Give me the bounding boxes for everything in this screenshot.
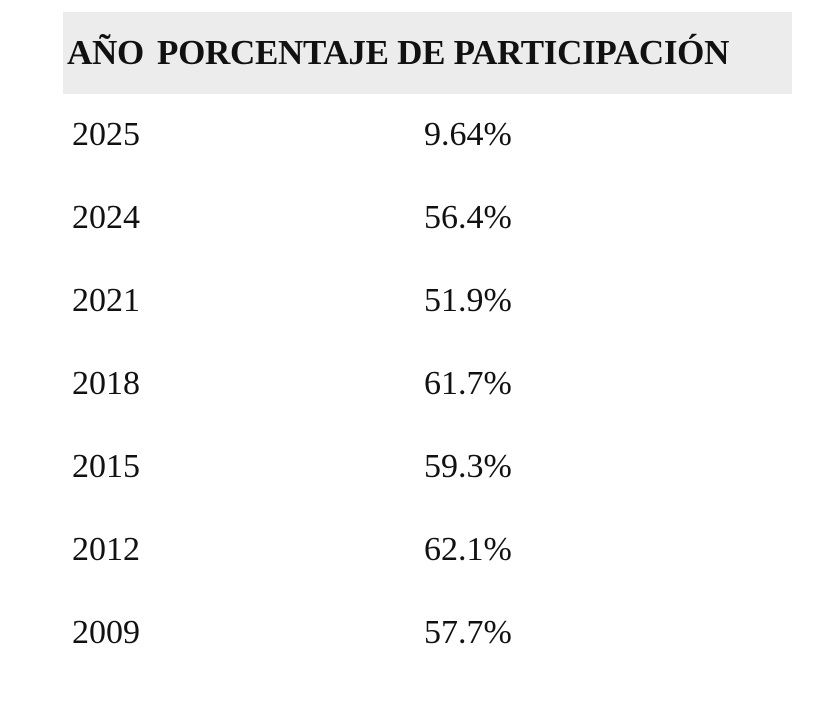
percent-cell: 9.64% [424, 116, 512, 153]
year-cell: 2021 [72, 282, 140, 319]
percent-cell: 59.3% [424, 448, 512, 485]
percent-cell: 62.1% [424, 531, 512, 568]
year-cell: 2025 [72, 116, 140, 153]
year-cell: 2009 [72, 614, 140, 651]
year-cell: 2024 [72, 199, 140, 236]
percent-cell: 57.7% [424, 614, 512, 651]
header-cell: AÑO [67, 33, 144, 72]
table-header: AÑO PORCENTAJE DE PARTICIPACIÓN [63, 12, 792, 94]
percent-cell: 56.4% [424, 199, 512, 236]
year-cell: 2012 [72, 531, 140, 568]
header-cell: PORCENTAJE DE PARTICIPACIÓN [157, 33, 730, 72]
percent-cell: 51.9% [424, 282, 512, 319]
percent-cell: 61.7% [424, 365, 512, 402]
year-cell: 2018 [72, 365, 140, 402]
year-cell: 2015 [72, 448, 140, 485]
